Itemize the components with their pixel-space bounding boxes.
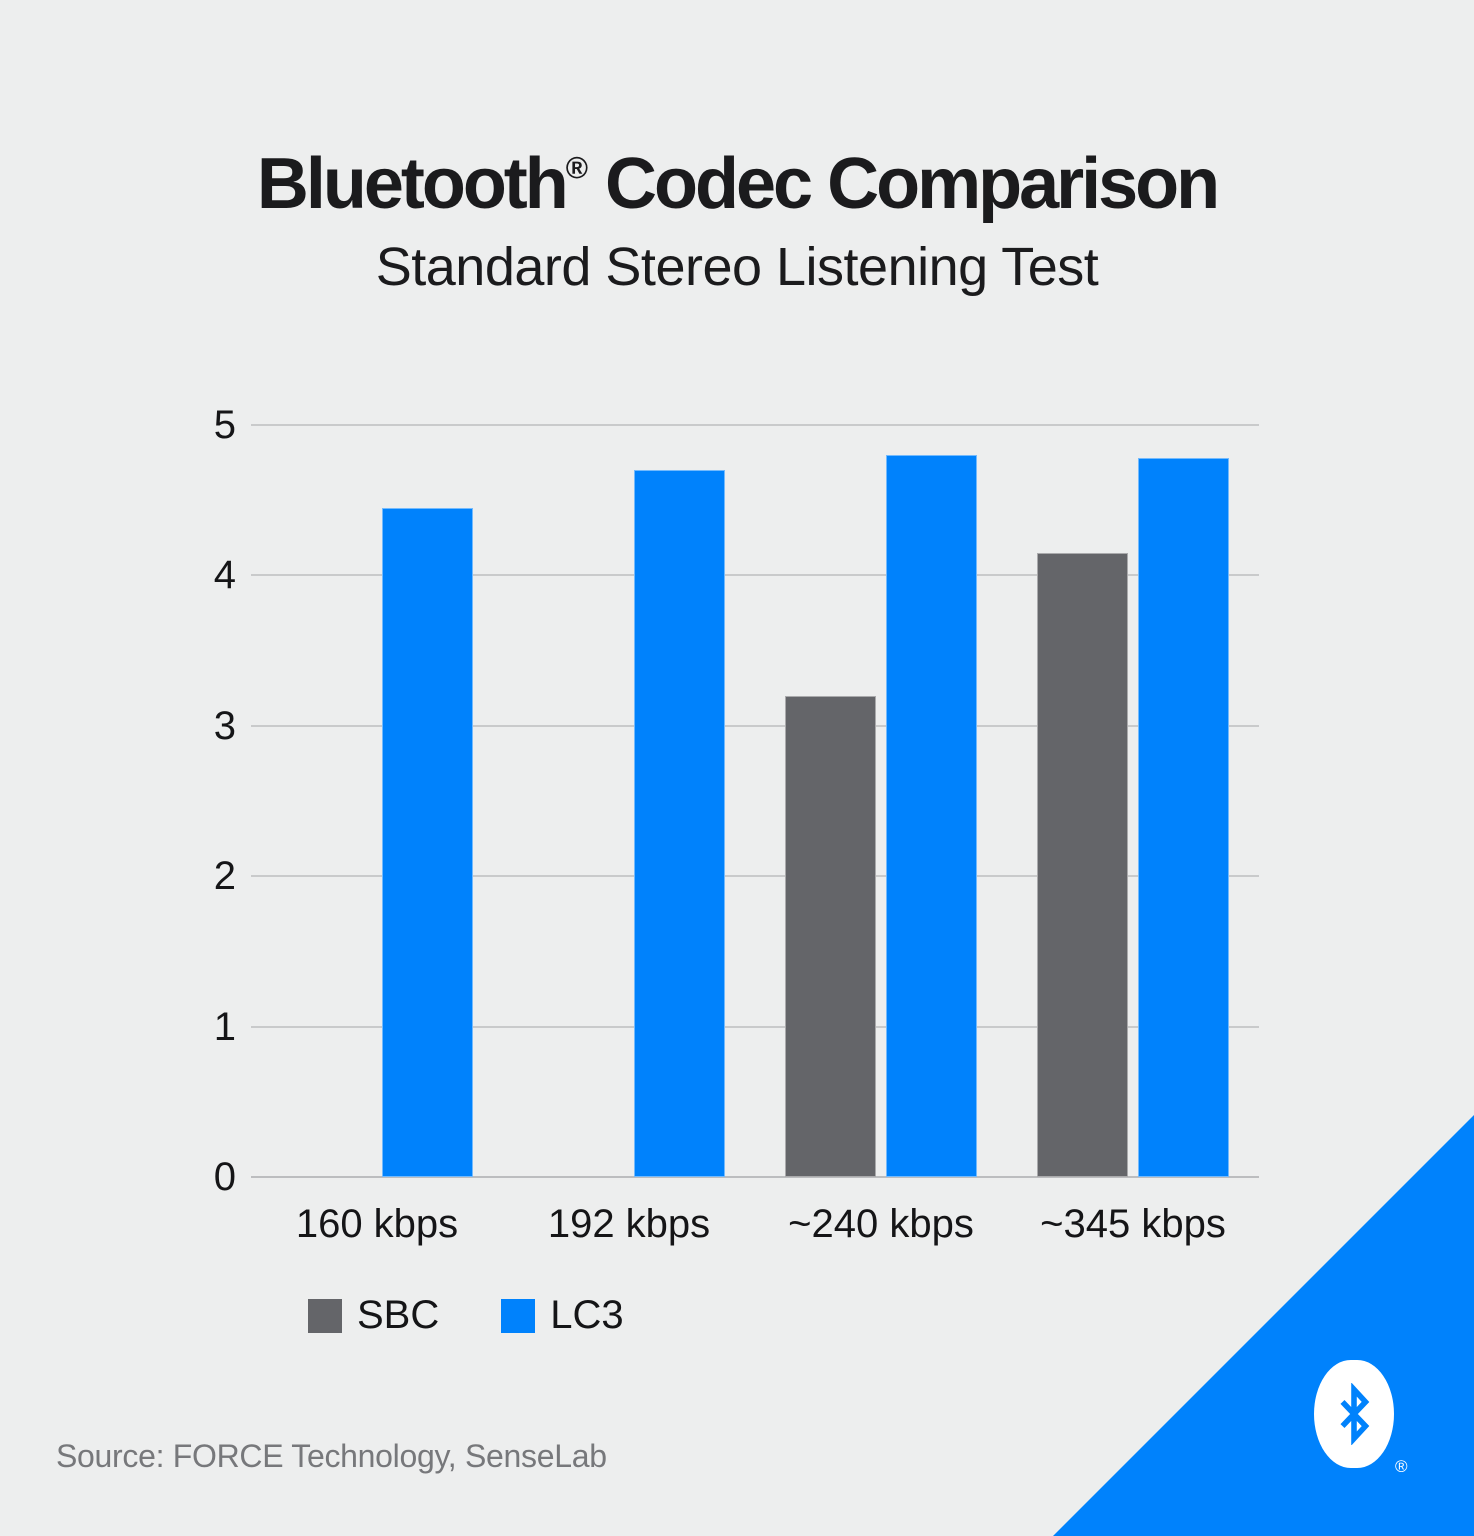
bar-lc3-160-kbps	[382, 507, 473, 1177]
legend-swatch-sbc	[308, 1298, 342, 1333]
bluetooth-rune-icon	[1340, 1383, 1370, 1445]
legend-label-lc3: LC3	[550, 1293, 624, 1337]
category-label-160-kbps: 160 kbps	[295, 1202, 459, 1246]
gridline-y-3	[251, 724, 1259, 727]
gridline-y-4	[251, 574, 1259, 577]
legend-label-sbc: SBC	[357, 1293, 440, 1337]
header: Bluetooth® Codec Comparison Standard Ste…	[0, 148, 1474, 298]
logo-registered-mark: ®	[1395, 1457, 1408, 1476]
page-title: Bluetooth® Codec Comparison	[0, 148, 1474, 220]
page-subtitle: Standard Stereo Listening Test	[375, 237, 1099, 297]
legend-swatch-lc3	[501, 1298, 536, 1333]
gridline-y-1	[251, 1025, 1259, 1028]
gridline-y-2	[251, 875, 1259, 878]
y-tick-label-0: 0	[213, 1155, 236, 1199]
bar-lc3-240-kbps	[886, 455, 977, 1177]
title-brand: Bluetooth	[256, 144, 569, 224]
y-tick-label-3: 3	[213, 703, 236, 748]
legend-item-lc3: LC3	[501, 1293, 624, 1338]
category-label-240-kbps: ~240 kbps	[788, 1202, 974, 1246]
bar-sbc-345-kbps	[1037, 552, 1128, 1177]
x-axis-line	[251, 1176, 1259, 1178]
y-tick-label-5: 5	[213, 403, 236, 447]
bar-lc3-192-kbps	[634, 470, 725, 1177]
bar-lc3-345-kbps	[1138, 458, 1229, 1177]
gridline-y-5	[251, 424, 1259, 426]
source-text: Source: FORCE Technology, SenseLab	[56, 1438, 607, 1474]
registered-trademark: ®	[565, 152, 589, 186]
y-tick-label-4: 4	[213, 553, 236, 598]
category-label-345-kbps: ~345 kbps	[1040, 1202, 1226, 1246]
title-rest: Codec Comparison	[588, 144, 1220, 224]
legend: SBC LC3	[308, 1293, 624, 1338]
category-label-192-kbps: 192 kbps	[547, 1202, 711, 1246]
bluetooth-logo	[1314, 1360, 1394, 1468]
y-tick-label-1: 1	[213, 1004, 236, 1049]
legend-item-sbc: SBC	[308, 1293, 439, 1338]
bar-sbc-240-kbps	[785, 695, 876, 1177]
y-tick-label-2: 2	[213, 854, 236, 899]
